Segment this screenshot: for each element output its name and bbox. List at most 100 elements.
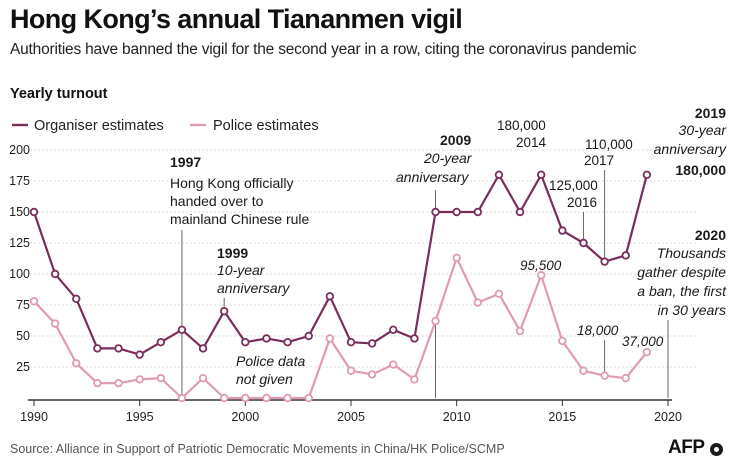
annotation-2019-year: 2019 bbox=[695, 105, 726, 121]
point-organiser-1998 bbox=[198, 344, 208, 353]
point-organiser-2018 bbox=[621, 251, 630, 260]
chart-title: Hong Kong’s annual Tiananmen vigil bbox=[10, 4, 463, 34]
point-police-2010 bbox=[452, 253, 461, 263]
point-police-1999 bbox=[219, 393, 229, 403]
annotation-2020-line2: gather despite bbox=[637, 264, 726, 280]
annotation-lines bbox=[181, 170, 669, 398]
annotation-2020-line3: a ban, the first bbox=[637, 283, 727, 299]
point-police-2003 bbox=[304, 393, 313, 403]
annotation-1997-line2: handed over to bbox=[170, 193, 264, 209]
x-tick-label: 2015 bbox=[548, 410, 576, 424]
point-police-2013 bbox=[515, 326, 525, 336]
point-organiser-2017 bbox=[600, 257, 609, 266]
label-2017-year: 2017 bbox=[584, 153, 614, 168]
y-tick-label: 200 bbox=[9, 143, 30, 157]
y-tick-label: 100 bbox=[9, 267, 30, 281]
point-police-2004 bbox=[325, 334, 335, 343]
point-police-2001 bbox=[262, 393, 271, 403]
y-axis-ticks: 25 50 75 100 125 150 175 200 bbox=[9, 143, 30, 374]
point-police-2014 bbox=[537, 271, 546, 280]
point-police-2002 bbox=[283, 393, 292, 403]
point-organiser-2009 bbox=[431, 207, 440, 217]
point-organiser-1991 bbox=[50, 269, 60, 279]
point-organiser-2019 bbox=[642, 170, 652, 179]
annotation-2020-year: 2020 bbox=[695, 227, 726, 243]
point-organiser-2010 bbox=[452, 207, 461, 217]
y-tick-label: 75 bbox=[16, 298, 30, 312]
x-tick-label: 2020 bbox=[654, 410, 682, 424]
point-organiser-2014 bbox=[537, 170, 546, 179]
annotation-2020-line1: Thousands bbox=[657, 245, 726, 261]
point-police-2011 bbox=[473, 298, 482, 307]
point-organiser-2003 bbox=[304, 331, 313, 341]
annotation-1999-line1: 10-year bbox=[217, 262, 266, 278]
x-tick-label: 1990 bbox=[20, 410, 48, 424]
section-label: Yearly turnout bbox=[10, 86, 108, 102]
point-police-1997 bbox=[177, 393, 187, 403]
point-organiser-1997 bbox=[177, 325, 187, 334]
annotation-1999-year: 1999 bbox=[217, 245, 248, 261]
point-police-2016 bbox=[579, 366, 588, 375]
point-police-2015 bbox=[558, 336, 567, 346]
point-police-1996 bbox=[156, 373, 165, 383]
point-organiser-2016 bbox=[579, 238, 588, 248]
annotation-2009-line2: anniversary bbox=[396, 169, 469, 185]
point-organiser-2011 bbox=[473, 207, 482, 217]
annotation-2009-year: 2009 bbox=[440, 132, 471, 148]
label-2016-value: 125,000 bbox=[549, 178, 598, 193]
label-2017-value: 110,000 bbox=[585, 137, 633, 152]
point-organiser-2001 bbox=[262, 334, 271, 343]
label-police-2014: 95,500 bbox=[520, 258, 562, 273]
annotation-2019-line1: 30-year bbox=[679, 122, 728, 138]
x-tick-label: 2005 bbox=[337, 410, 365, 424]
label-police-2017: 18,000 bbox=[577, 323, 619, 338]
point-organiser-2005 bbox=[346, 338, 356, 347]
point-organiser-2012 bbox=[494, 170, 504, 179]
point-organiser-1994 bbox=[114, 344, 123, 353]
point-police-1993 bbox=[93, 378, 102, 388]
point-police-2005 bbox=[346, 366, 356, 375]
source-note: Source: Alliance in Support of Patriotic… bbox=[10, 442, 505, 456]
point-organiser-2015 bbox=[558, 226, 567, 235]
point-police-2019 bbox=[642, 347, 652, 357]
series-lines bbox=[29, 170, 652, 403]
x-tick-label: 1995 bbox=[126, 410, 154, 424]
point-organiser-1990 bbox=[29, 207, 39, 217]
annotation-1997-line1: Hong Kong officially bbox=[170, 175, 293, 191]
point-organiser-1992 bbox=[72, 294, 81, 303]
point-organiser-2004 bbox=[325, 292, 335, 301]
annotation-1999-line2: anniversary bbox=[217, 280, 290, 296]
point-police-1995 bbox=[135, 375, 144, 384]
afp-logo-mark-icon bbox=[710, 443, 723, 456]
point-organiser-2000 bbox=[241, 338, 250, 347]
point-organiser-2008 bbox=[410, 334, 419, 343]
point-police-1994 bbox=[114, 378, 123, 388]
point-police-2006 bbox=[367, 370, 377, 379]
y-tick-label: 125 bbox=[9, 236, 30, 250]
annotation-1997-line3: mainland Chinese rule bbox=[170, 211, 310, 227]
y-tick-label: 175 bbox=[9, 174, 30, 188]
label-police-2019: 37,000 bbox=[622, 334, 664, 349]
annotation-2009-line1: 20-year bbox=[423, 150, 473, 166]
point-organiser-1993 bbox=[93, 344, 102, 353]
annotation-1997-year: 1997 bbox=[170, 154, 201, 170]
legend-organiser-label: Organiser estimates bbox=[34, 118, 164, 134]
point-police-2009 bbox=[431, 316, 440, 326]
point-police-2008 bbox=[410, 375, 419, 384]
chart-subtitle: Authorities have banned the vigil for th… bbox=[10, 41, 637, 58]
point-organiser-1995 bbox=[135, 350, 144, 359]
label-2014-year: 2014 bbox=[516, 135, 547, 150]
y-tick-label: 50 bbox=[16, 329, 30, 343]
x-tick-label: 2010 bbox=[443, 410, 471, 424]
annotation-2019-line2: anniversary bbox=[654, 141, 727, 157]
point-police-1991 bbox=[50, 319, 60, 328]
point-police-2012 bbox=[494, 289, 504, 299]
y-tick-label: 150 bbox=[9, 205, 30, 219]
point-police-2000 bbox=[241, 393, 250, 403]
label-2014-value: 180,000 bbox=[497, 118, 546, 133]
legend-police-label: Police estimates bbox=[213, 118, 319, 134]
series-line-police bbox=[33, 256, 648, 400]
point-organiser-2006 bbox=[367, 339, 377, 348]
point-police-1998 bbox=[198, 373, 208, 383]
